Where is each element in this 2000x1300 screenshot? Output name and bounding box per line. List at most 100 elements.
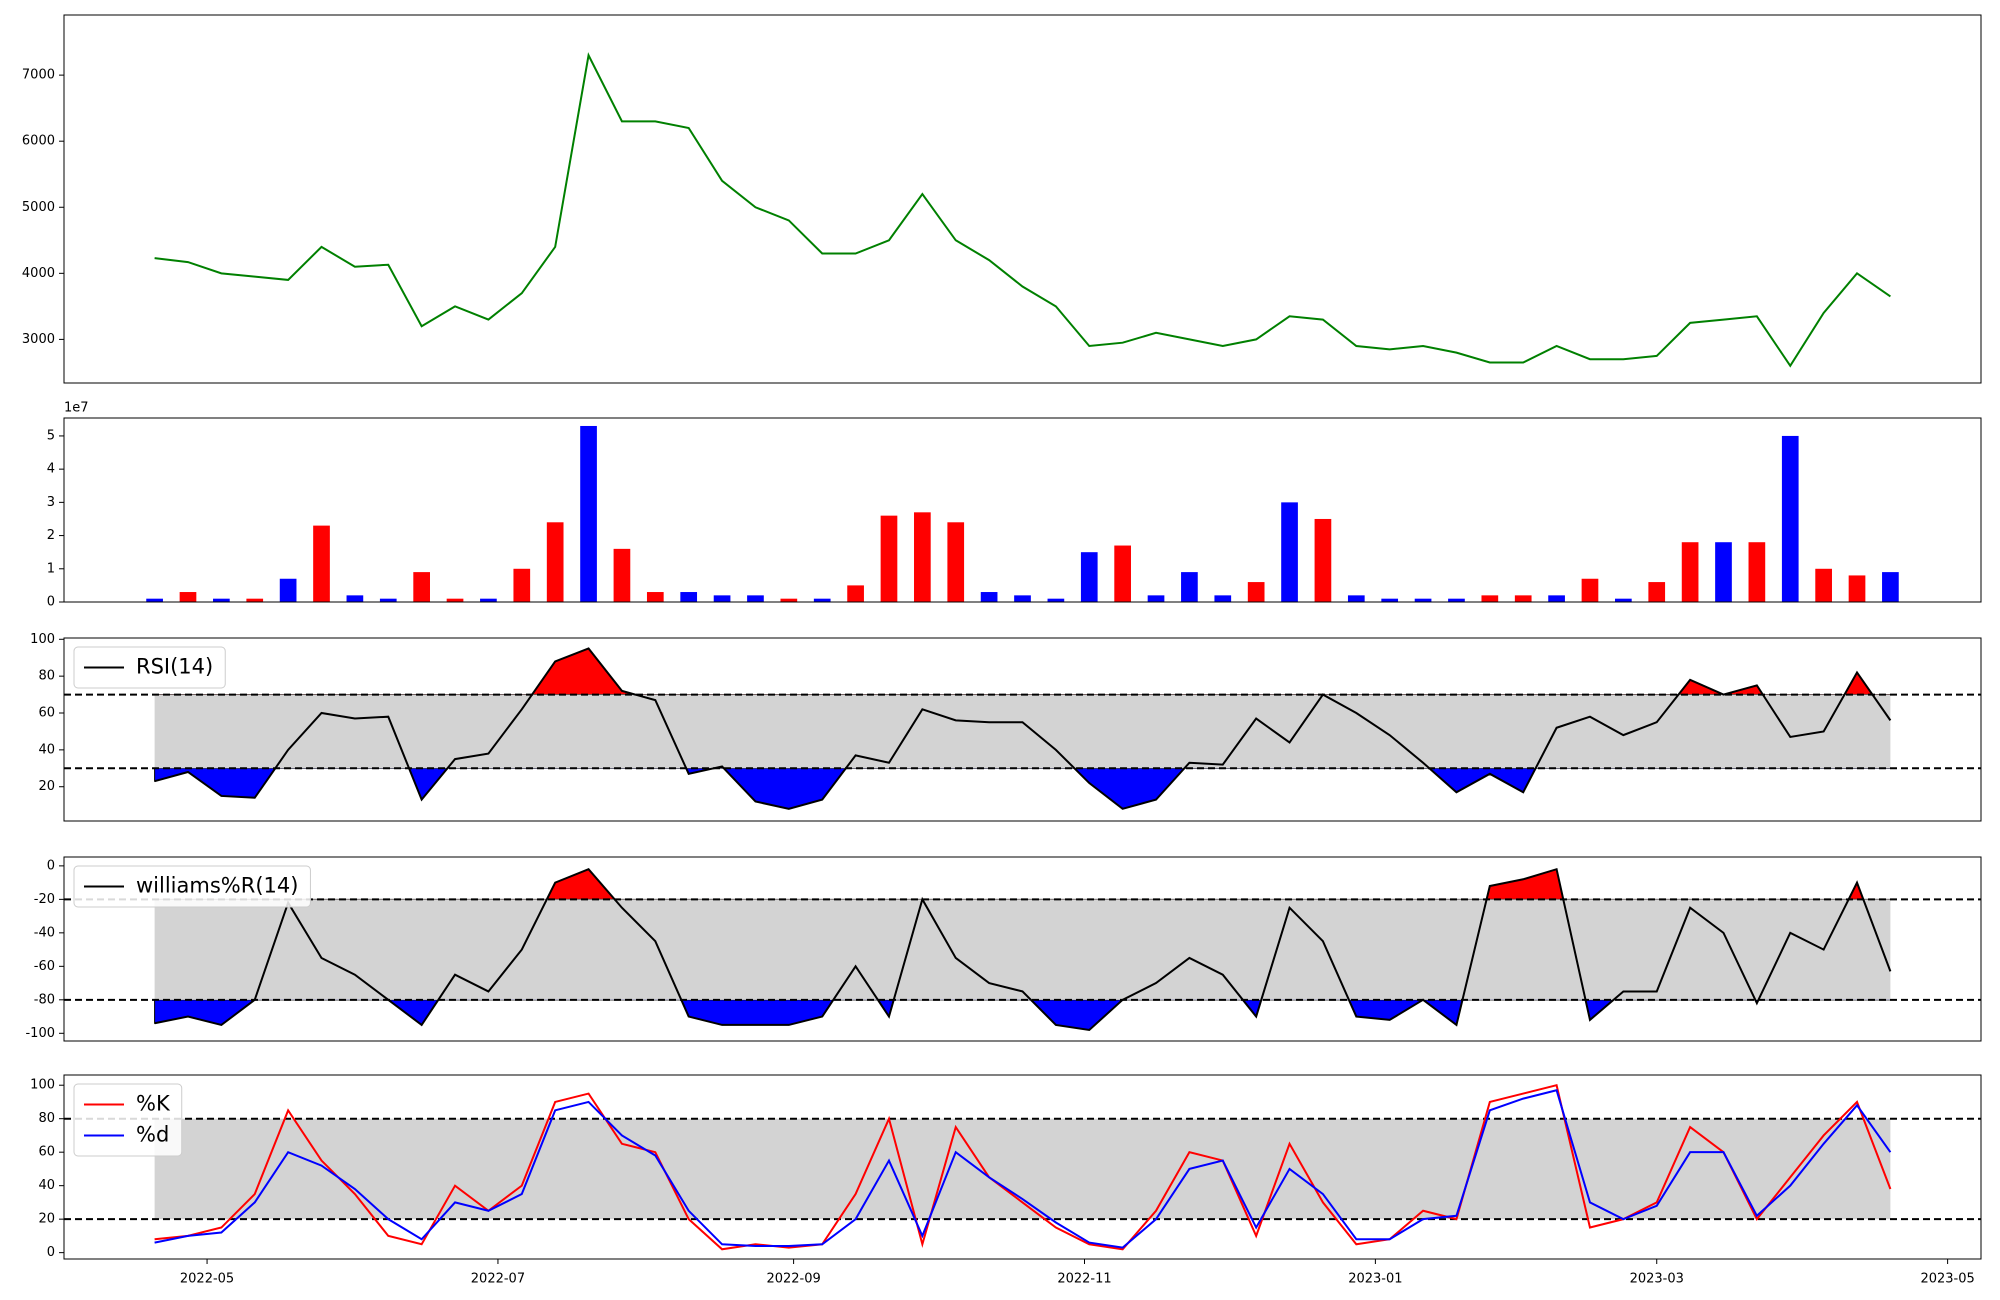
panel: 20 40 60 80 100 RSI(14)	[30, 632, 1982, 822]
volume-bar	[1047, 598, 1065, 602]
plot-area	[64, 1083, 1981, 1251]
x-tick-label: 2022-11	[1057, 1272, 1111, 1287]
volume-bar	[1147, 595, 1165, 602]
y-tick-label: 40	[38, 1178, 55, 1193]
volume-bar	[279, 578, 297, 602]
y-tick-label: 7000	[22, 68, 55, 83]
plot-area	[64, 867, 1981, 1032]
x-tick-label: 2022-05	[180, 1272, 234, 1287]
y-tick-label: 6000	[22, 134, 55, 149]
volume-bar	[1581, 578, 1599, 602]
legend-box	[73, 865, 311, 908]
y-tick-label: 3000	[22, 332, 55, 347]
axes-frame	[63, 856, 1982, 1042]
volume-bar	[379, 598, 397, 602]
volume-bar	[1247, 582, 1265, 602]
volume-bar	[1414, 598, 1432, 602]
y-tick-label: 100	[30, 1078, 55, 1093]
volume-bar	[947, 522, 965, 602]
legend: %K %d	[73, 1083, 183, 1157]
axes-frame	[63, 637, 1982, 822]
y-tick-label: 80	[38, 669, 55, 684]
volume-bar	[1080, 552, 1098, 602]
volume-bar	[680, 592, 698, 602]
legend-label: %K	[136, 1092, 171, 1116]
y-tick-label: -100	[25, 1026, 55, 1041]
volume-bar	[813, 598, 831, 602]
volume-bar	[914, 512, 931, 602]
volume-bar	[1681, 542, 1699, 602]
indicator-line	[154, 867, 1892, 1032]
volume-bar	[880, 515, 898, 602]
plot-area	[64, 647, 1981, 810]
y-tick-label: -80	[34, 992, 55, 1007]
y-tick-label: 60	[38, 1145, 55, 1160]
volume-bar	[1615, 598, 1632, 602]
volume-bar	[1381, 598, 1399, 602]
x-tick-label: 2023-03	[1630, 1272, 1684, 1287]
price-line	[154, 52, 1891, 368]
panel: 3000 4000 5000 6000 7000	[22, 14, 1982, 384]
y-tick-label: 1	[47, 561, 55, 576]
y-tick-label: -40	[34, 925, 55, 940]
threshold-band	[154, 1118, 1891, 1220]
y-tick-label: 100	[30, 632, 55, 647]
x-tick-label: 2023-05	[1920, 1272, 1974, 1287]
y-tick-label: 4000	[22, 266, 55, 281]
y-tick-label: 2	[47, 528, 55, 543]
volume-bar	[1281, 502, 1298, 602]
plot-area	[146, 425, 1899, 602]
volume-bar	[1214, 595, 1232, 602]
axes-frame	[63, 1074, 1982, 1260]
volume-bar	[1314, 518, 1332, 602]
y-tick-label: 5000	[22, 200, 55, 215]
volume-bar	[513, 568, 531, 602]
volume-bar	[1181, 572, 1198, 602]
volume-bar	[580, 425, 597, 602]
volume-bar	[713, 595, 731, 602]
legend-label: %d	[136, 1123, 169, 1147]
y-tick-label: 0	[47, 858, 55, 873]
panel: 0 1 2 3 4 5 1e7	[47, 401, 1982, 610]
volume-bar	[1882, 572, 1899, 602]
volume-bar	[179, 592, 197, 602]
y-tick-label: 5	[47, 428, 55, 443]
volume-bar	[780, 598, 798, 602]
volume-bar	[213, 598, 230, 602]
y-tick-label: 0	[47, 1245, 55, 1260]
volume-bar	[1347, 595, 1365, 602]
legend-box	[73, 1083, 183, 1157]
volume-bar	[146, 598, 163, 602]
volume-bar	[1815, 568, 1832, 602]
legend-label: williams%R(14)	[136, 874, 298, 898]
y-tick-label: 20	[38, 1212, 55, 1227]
x-tick-label: 2022-09	[766, 1272, 820, 1287]
plot-area	[154, 52, 1891, 368]
volume-bar	[646, 592, 664, 602]
volume-bar	[1114, 545, 1131, 602]
legend-box	[73, 646, 226, 689]
volume-bar	[847, 585, 864, 602]
volume-bar	[747, 595, 764, 602]
y-tick-label: 4	[47, 462, 55, 477]
y-tick-label: -20	[34, 892, 55, 907]
volume-bar	[1648, 582, 1666, 602]
volume-bar	[613, 548, 631, 602]
indicator-line	[154, 1089, 1892, 1249]
threshold-band	[154, 899, 1891, 1000]
volume-bar	[480, 598, 497, 602]
legend: RSI(14)	[73, 646, 226, 689]
axes-frame	[63, 417, 1982, 603]
volume-bar	[413, 572, 430, 602]
indicator-line	[154, 1083, 1892, 1251]
panel: -100 -80 -60 -40 -20 0 williams%R(14)	[25, 856, 1982, 1042]
y-tick-label: 80	[38, 1111, 55, 1126]
volume-bar	[1514, 595, 1532, 602]
axes-frame	[63, 14, 1982, 384]
volume-bar	[1748, 542, 1766, 602]
y-tick-label: 0	[47, 595, 55, 610]
volume-bar	[1548, 595, 1565, 602]
volume-bar	[980, 592, 998, 602]
volume-bar	[1448, 598, 1465, 602]
